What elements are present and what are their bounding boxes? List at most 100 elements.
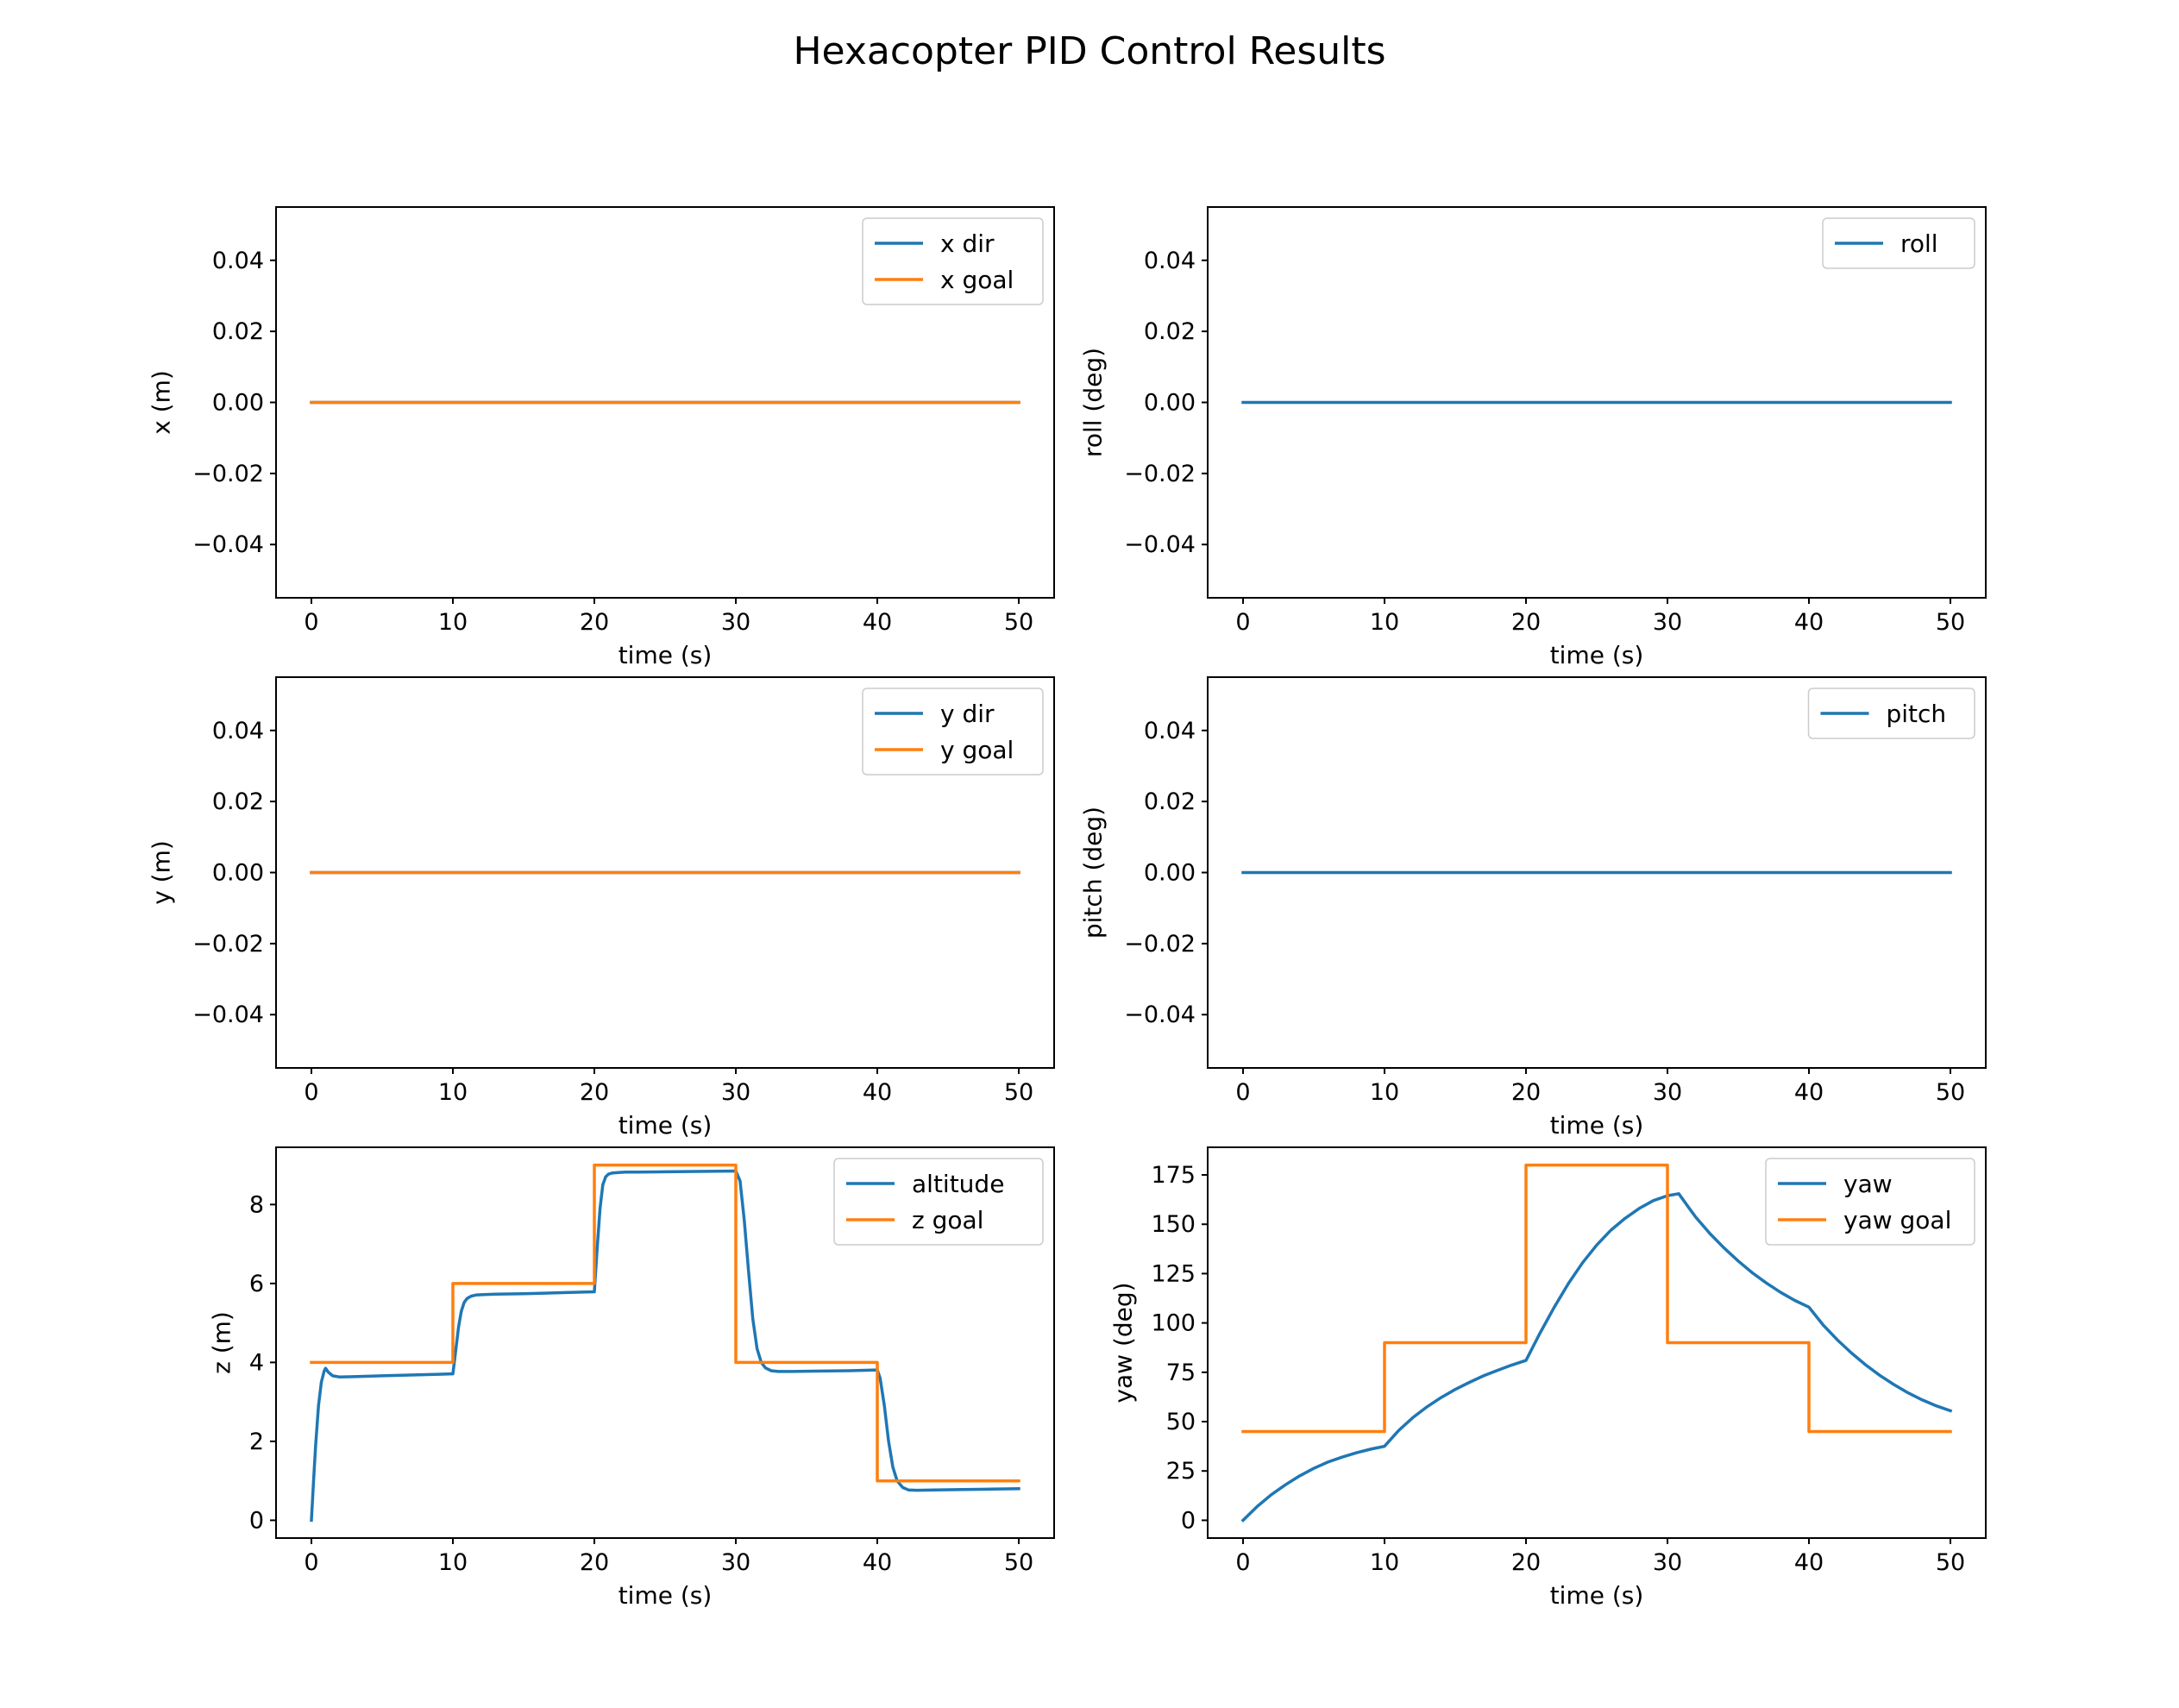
x-tick-label: 30: [721, 1079, 750, 1106]
legend-frame: [862, 688, 1044, 776]
x-tick-label: 50: [1936, 1549, 1965, 1576]
subplot-pitch: 0 10 20 30 40 50 −0.04 −0.02 0.00 0.02 0.04 time (s…: [1079, 676, 1987, 1140]
x-tick-label: 0: [1235, 609, 1250, 636]
x-tick-label: 10: [1370, 609, 1399, 636]
x-tick-label: 10: [438, 1549, 468, 1576]
y-tick-label: 0.00: [212, 860, 264, 887]
y-tick-label: 0.02: [1144, 318, 1196, 345]
x-tick-label: 0: [1235, 1549, 1250, 1576]
legend-label: roll: [1900, 229, 1938, 258]
y-tick-label: 50: [1166, 1409, 1196, 1435]
y-tick-label: 75: [1166, 1359, 1196, 1386]
x-tick-label: 10: [438, 1079, 468, 1106]
axes-frame: [275, 1146, 1055, 1539]
x-tick-label: 10: [1370, 1079, 1399, 1106]
legend-frame: [1765, 1158, 1975, 1246]
y-tick-label: −0.02: [192, 931, 264, 958]
x-tick-label: 20: [580, 609, 609, 636]
subplot-roll: 0 10 20 30 40 50 −0.04 −0.02 0.00 0.02 0.04 time (s…: [1079, 206, 1987, 669]
y-tick-label: −0.04: [192, 531, 264, 558]
y-tick-label: 0.04: [212, 248, 264, 274]
series-line-yaw-0: [1240, 1192, 1953, 1523]
y-tick-label: −0.02: [192, 461, 264, 487]
y-axis-label: x (m): [148, 370, 176, 435]
y-tick-label: 0.04: [1144, 248, 1196, 274]
x-tick-label: 10: [1370, 1549, 1399, 1576]
y-tick-label: −0.04: [192, 1002, 264, 1028]
x-tick-label: 0: [1235, 1079, 1250, 1106]
x-tick-label: 30: [1653, 1079, 1682, 1106]
subplot-x: 0 10 20 30 40 50 −0.04 −0.02 0.00 0.02 0.04 time (s…: [148, 206, 1055, 669]
x-axis-label: time (s): [1550, 1111, 1644, 1140]
y-tick-label: 0.04: [212, 718, 264, 744]
legend-label: x goal: [940, 266, 1014, 294]
x-tick-label: 50: [1936, 609, 1965, 636]
y-tick-label: 100: [1151, 1310, 1196, 1337]
y-axis-label: y (m): [148, 840, 176, 905]
x-tick-label: 50: [1004, 1549, 1033, 1576]
y-tick-label: 0.00: [1144, 390, 1196, 417]
x-tick-label: 30: [721, 1549, 750, 1576]
legend-label: pitch: [1887, 700, 1947, 728]
subplot-yaw: 0 10 20 30 40 50 0 25 50 75 100 125 150 175 time (s) ya…: [1109, 1146, 1987, 1610]
figure-title: Hexacopter PID Control Results: [793, 29, 1385, 73]
y-tick-label: −0.02: [1124, 461, 1196, 487]
y-tick-label: 125: [1151, 1260, 1196, 1287]
legend-label: altitude: [912, 1170, 1004, 1198]
y-axis-label: pitch (deg): [1079, 807, 1108, 939]
legend-label: y goal: [940, 736, 1014, 764]
series-line-yaw-1: [1241, 1163, 1952, 1434]
y-tick-label: 25: [1166, 1458, 1196, 1485]
x-tick-label: 50: [1004, 609, 1033, 636]
y-tick-label: 0.00: [1144, 860, 1196, 887]
legend-label: y dir: [940, 700, 995, 728]
y-tick-label: 4: [249, 1349, 264, 1376]
y-tick-label: −0.02: [1124, 931, 1196, 958]
x-tick-label: 10: [438, 609, 468, 636]
x-tick-label: 40: [863, 1549, 892, 1576]
x-axis-label: time (s): [1550, 641, 1644, 669]
axes-frame: [1207, 1146, 1987, 1539]
legend: x dir x goal: [862, 217, 1044, 305]
x-axis-label: time (s): [619, 1111, 713, 1140]
legend-frame: [1822, 217, 1975, 269]
legend-frame: [862, 217, 1044, 305]
y-axis-label: z (m): [208, 1311, 236, 1374]
subplot-z: 0 10 20 30 40 50 0 2 4 6 8 time (s) z (m) altitude z g…: [208, 1146, 1055, 1610]
y-tick-label: 0.04: [1144, 718, 1196, 744]
legend-label: z goal: [912, 1206, 983, 1234]
x-tick-label: 30: [721, 609, 750, 636]
x-tick-label: 40: [863, 1079, 892, 1106]
legend-frame: [833, 1158, 1044, 1246]
x-tick-label: 40: [1794, 1549, 1824, 1576]
y-tick-label: 0.02: [212, 318, 264, 345]
y-tick-label: 175: [1151, 1162, 1196, 1189]
x-tick-label: 50: [1936, 1079, 1965, 1106]
x-tick-label: 30: [1653, 609, 1682, 636]
legend: yaw yaw goal: [1765, 1158, 1975, 1246]
y-axis-label: yaw (deg): [1109, 1282, 1138, 1403]
series-line-z-0: [310, 1169, 1020, 1523]
x-tick-label: 40: [1794, 1079, 1824, 1106]
x-tick-label: 0: [304, 1549, 318, 1576]
legend: y dir y goal: [862, 688, 1044, 776]
y-tick-label: 0.02: [1144, 788, 1196, 815]
x-axis-label: time (s): [619, 1581, 713, 1610]
series-group: [1240, 1163, 1953, 1523]
y-tick-label: −0.04: [1124, 531, 1196, 558]
y-tick-label: 0.00: [212, 390, 264, 417]
y-tick-label: 150: [1151, 1211, 1196, 1238]
y-tick-label: 0.02: [212, 788, 264, 815]
legend-frame: [1807, 688, 1975, 739]
x-tick-label: 0: [304, 1079, 318, 1106]
y-tick-label: 8: [249, 1191, 264, 1218]
legend: roll: [1822, 217, 1975, 269]
x-axis-label: time (s): [1550, 1581, 1644, 1610]
y-tick-label: 0: [1181, 1507, 1196, 1534]
legend: pitch: [1807, 688, 1975, 739]
y-tick-label: 2: [249, 1429, 264, 1455]
legend-label: yaw: [1843, 1170, 1893, 1198]
